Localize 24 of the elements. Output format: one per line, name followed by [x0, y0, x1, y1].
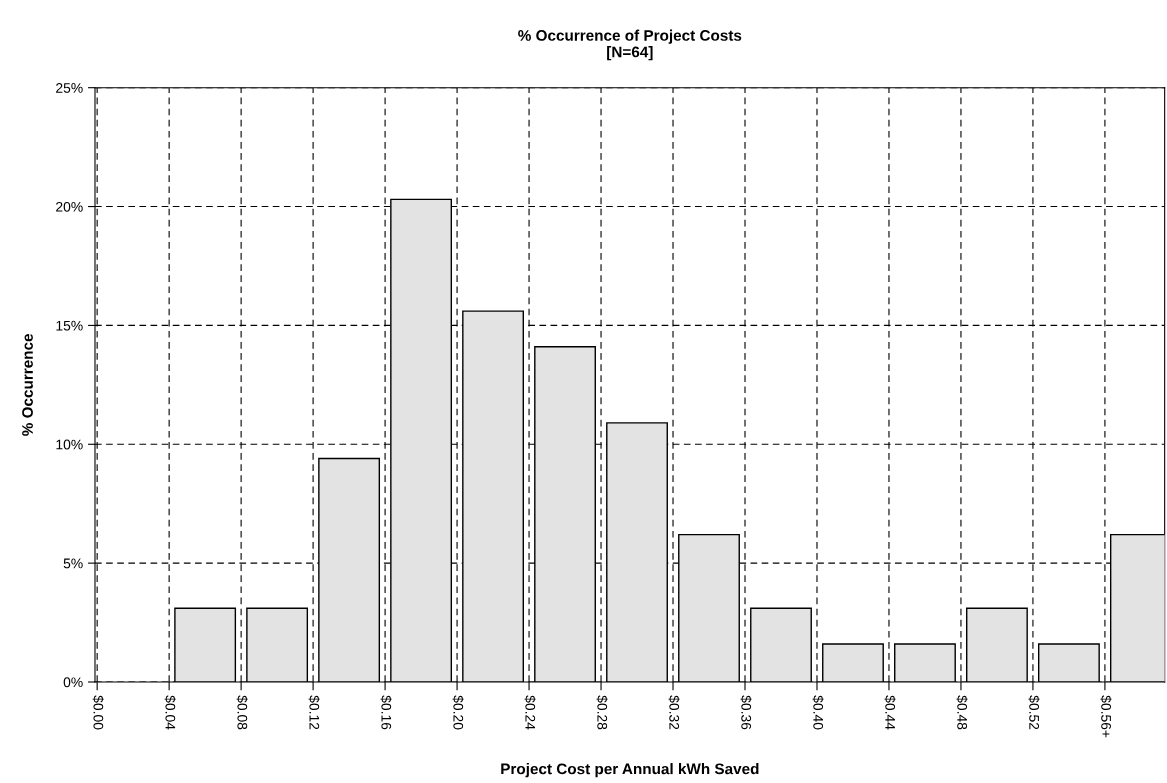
x-tick-label: $0.24 [524, 695, 536, 730]
y-tick-label: 0% [63, 677, 83, 688]
y-axis-title: % Occurrence [22, 333, 33, 436]
y-tick-label: 25% [56, 83, 83, 93]
x-tick-label: $0.12 [308, 695, 320, 730]
x-tick-label: $0.56+ [1100, 695, 1112, 738]
x-tick-label: $0.40 [812, 695, 824, 730]
x-tick-label: $0.00 [92, 695, 104, 730]
x-tick-label: $0.04 [164, 695, 176, 730]
y-tick-label: 20% [56, 201, 83, 212]
x-tick-label: $0.52 [1028, 695, 1040, 730]
y-tick-label: 5% [63, 558, 83, 569]
x-tick-label: $0.36 [740, 695, 752, 730]
x-tick-label: $0.20 [452, 695, 464, 730]
x-tick-label: $0.32 [668, 695, 680, 730]
chart-title: % Occurrence of Project Costs [N=64] [518, 29, 742, 61]
x-tick-label: $0.16 [380, 695, 392, 730]
y-tick-label: 10% [56, 439, 83, 450]
y-tick-label: 15% [56, 320, 83, 331]
x-tick-label: $0.28 [596, 695, 608, 730]
x-tick-label: $0.08 [236, 695, 248, 730]
x-tick-label: $0.48 [956, 695, 968, 730]
x-tick-label: $0.44 [884, 695, 896, 730]
x-axis-title: Project Cost per Annual kWh Saved [501, 763, 759, 778]
